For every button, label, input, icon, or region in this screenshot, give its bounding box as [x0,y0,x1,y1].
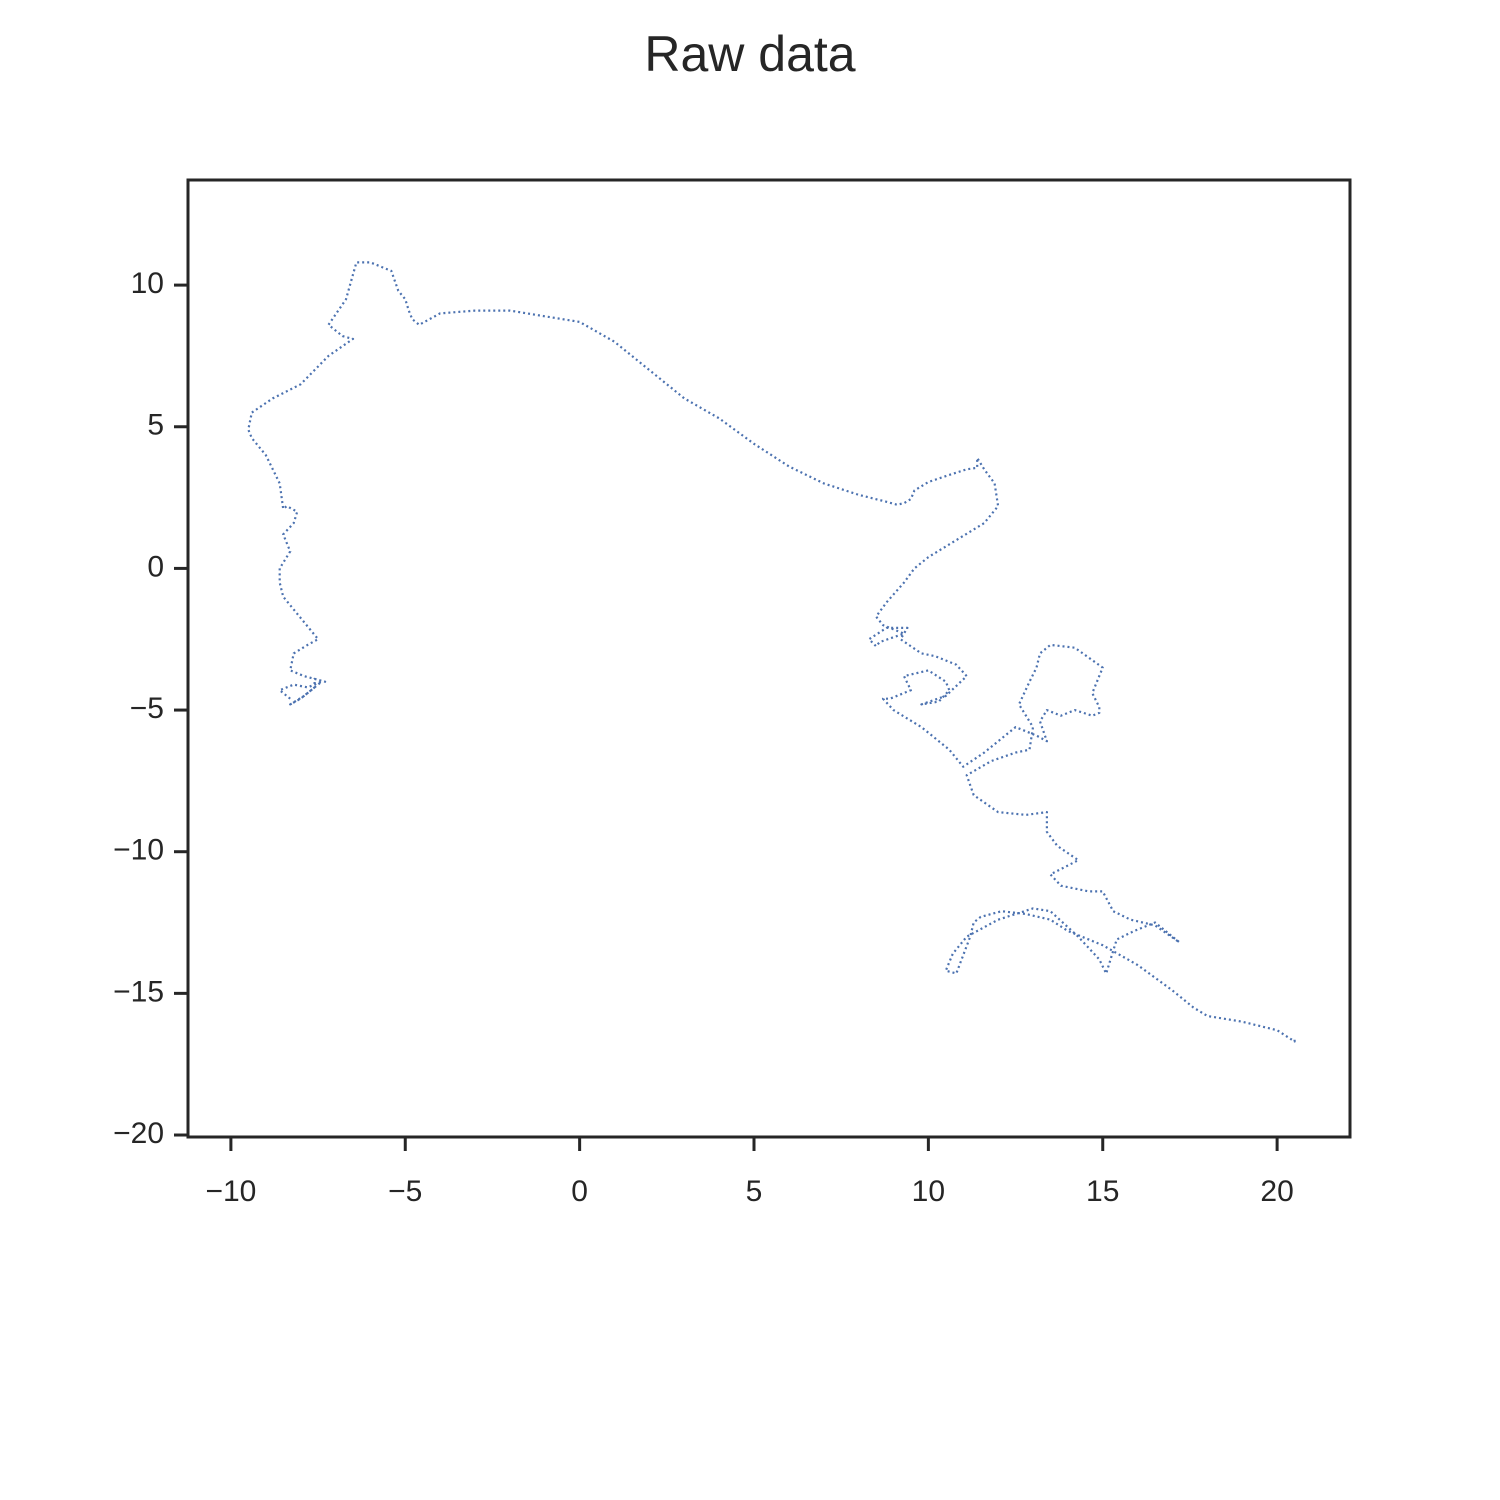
x-tick-label: −10 [205,1175,256,1208]
x-tick-label: 0 [571,1175,588,1208]
x-tick-label: 5 [746,1175,763,1208]
y-tick-label: −10 [113,834,164,867]
x-tick-label: −5 [388,1175,422,1208]
x-tick-label: 10 [912,1175,945,1208]
plot-frame [186,178,1352,1139]
y-tick-label: −20 [113,1117,164,1150]
x-tick-label: 15 [1086,1175,1119,1208]
y-tick-label: 0 [147,550,164,583]
y-tick-label: 5 [147,409,164,442]
chart-title: Raw data [644,26,855,82]
y-tick-label: −5 [130,692,164,725]
x-tick-label: 20 [1260,1175,1293,1208]
y-tick-label: 10 [131,267,164,300]
trajectory-line [247,261,1296,1043]
y-tick-label: −15 [113,975,164,1008]
